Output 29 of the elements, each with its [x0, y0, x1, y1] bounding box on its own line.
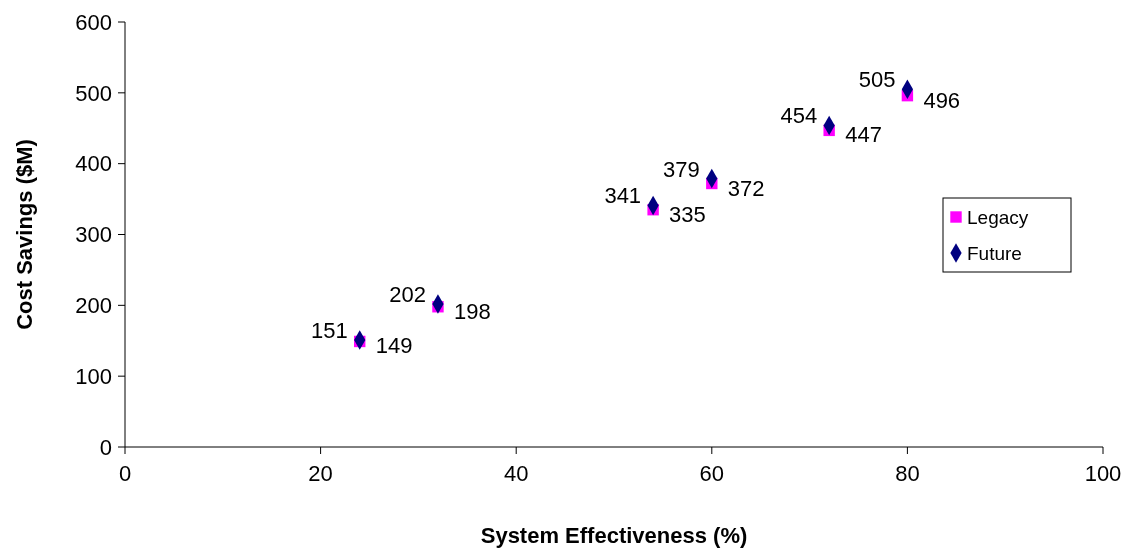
y-tick-label: 200 — [75, 293, 112, 319]
data-label: 379 — [663, 156, 700, 182]
y-tick-label: 400 — [75, 151, 112, 177]
x-tick-label: 40 — [503, 461, 529, 486]
data-label: 496 — [923, 87, 961, 113]
y-tick-label: 0 — [99, 434, 112, 460]
data-label: 149 — [375, 333, 413, 359]
data-label: 372 — [727, 175, 765, 201]
x-tick-label: 80 — [895, 461, 920, 486]
data-label: 454 — [780, 103, 818, 129]
data-label: 335 — [669, 201, 706, 227]
x-tick-label: 60 — [699, 461, 725, 486]
x-tick-label: 20 — [308, 461, 333, 486]
y-axis-title: Cost Savings ($M) — [12, 139, 37, 330]
data-label: 151 — [311, 318, 348, 344]
y-tick-label: 300 — [75, 222, 112, 248]
legend-label: Future — [967, 242, 1022, 264]
data-label: 202 — [389, 281, 426, 307]
data-label: 447 — [845, 122, 882, 148]
data-label: 341 — [604, 183, 642, 209]
x-tick-label: 0 — [118, 461, 132, 486]
data-label: 198 — [453, 298, 491, 324]
y-tick-label: 600 — [75, 9, 112, 35]
y-tick-label: 500 — [75, 80, 112, 106]
y-tick-label: 100 — [75, 363, 112, 389]
x-axis-title: System Effectiveness (%) — [480, 523, 748, 548]
legend-label: Legacy — [967, 206, 1029, 228]
x-tick-label: 100 — [1084, 461, 1122, 486]
data-label: 505 — [858, 67, 896, 93]
